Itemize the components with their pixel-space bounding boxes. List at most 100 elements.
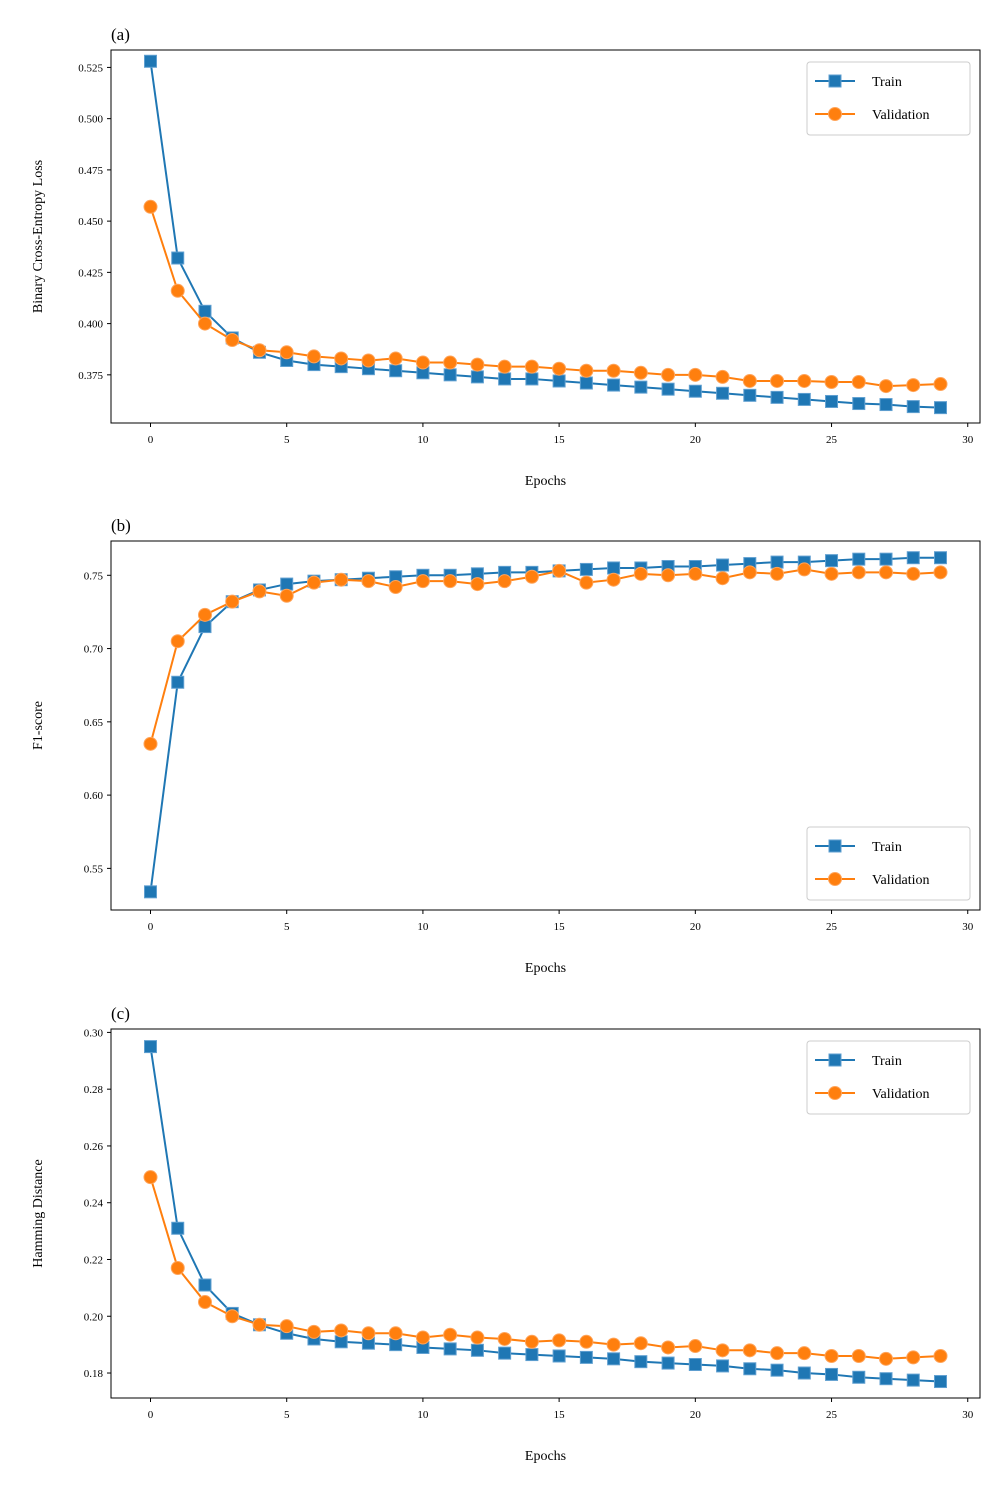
data-point	[334, 1323, 349, 1338]
legend-box	[806, 1040, 971, 1115]
data-point	[443, 1327, 458, 1342]
data-point	[197, 1295, 212, 1310]
series-validation	[143, 562, 948, 751]
data-point	[770, 1363, 784, 1377]
data-point	[443, 1342, 457, 1356]
x-tick-label: 20	[690, 921, 702, 933]
data-point	[552, 374, 566, 388]
data-point	[797, 1366, 811, 1380]
panel-label: (b)	[111, 516, 131, 535]
data-point	[279, 345, 294, 360]
data-point	[306, 1324, 321, 1339]
x-tick-label: 5	[284, 434, 290, 446]
data-point	[825, 554, 839, 568]
data-point	[225, 1309, 240, 1324]
x-tick-label: 10	[417, 921, 429, 933]
data-point	[579, 363, 594, 378]
data-point	[388, 351, 403, 366]
data-point	[198, 620, 212, 634]
legend-marker	[828, 1053, 842, 1067]
data-point	[334, 572, 349, 587]
data-point	[715, 369, 730, 384]
legend-label: Train	[872, 840, 902, 855]
panel-a: (a) 0 5 10 15 20 25 30 0.375 0.400 0.425 0.450 0.475…	[31, 25, 981, 489]
data-point	[824, 566, 839, 581]
data-point	[770, 390, 784, 404]
legend-label: Validation	[872, 108, 930, 123]
data-point	[497, 574, 512, 589]
data-point	[170, 1260, 185, 1275]
y-tick-label: 0.450	[78, 216, 103, 228]
data-point	[252, 343, 267, 358]
data-point	[306, 575, 321, 590]
data-point	[742, 565, 757, 580]
data-point	[143, 199, 158, 214]
data-point	[524, 569, 539, 584]
data-point	[661, 382, 675, 396]
y-tick-label: 0.60	[84, 790, 104, 802]
data-point	[906, 378, 921, 393]
data-point	[716, 558, 730, 572]
x-tick-label: 25	[826, 1409, 838, 1421]
x-axis-label: Epochs	[525, 474, 566, 489]
legend-label: Train	[872, 1054, 902, 1069]
data-point	[688, 566, 703, 581]
data-point	[825, 394, 839, 408]
y-tick-label: 0.500	[78, 114, 103, 126]
data-point	[743, 388, 757, 402]
x-axis-label: Epochs	[525, 1449, 566, 1464]
data-point	[851, 1348, 866, 1363]
legend-marker	[828, 107, 842, 121]
data-point	[797, 392, 811, 406]
data-point	[879, 1372, 893, 1386]
legend: Train Validation	[806, 1040, 971, 1115]
x-tick-label: 15	[554, 434, 566, 446]
data-point	[606, 1337, 621, 1352]
data-point	[906, 1350, 921, 1365]
x-tick-label: 5	[284, 921, 290, 933]
data-point	[824, 375, 839, 390]
data-point	[715, 1343, 730, 1358]
data-point	[852, 397, 866, 411]
data-point	[688, 384, 702, 398]
data-point	[497, 1331, 512, 1346]
y-tick-label: 0.425	[78, 267, 103, 279]
data-point	[879, 398, 893, 412]
y-axis-label: F1-score	[31, 701, 46, 750]
data-point	[933, 565, 948, 580]
y-tick-label: 0.70	[84, 644, 104, 656]
data-point	[334, 1335, 348, 1349]
data-point	[851, 375, 866, 390]
data-point	[497, 359, 512, 374]
y-tick-label: 0.475	[78, 165, 103, 177]
data-point	[470, 1330, 485, 1345]
x-tick-label: 25	[826, 434, 838, 446]
data-point	[415, 355, 430, 370]
data-point	[143, 1170, 158, 1185]
series-validation	[143, 1170, 948, 1366]
data-point	[688, 1339, 703, 1354]
data-point	[252, 584, 267, 599]
data-point	[144, 1040, 157, 1054]
data-point	[170, 283, 185, 298]
legend-marker	[828, 872, 842, 886]
data-point	[443, 368, 457, 382]
data-point	[470, 1343, 484, 1357]
data-point	[443, 355, 458, 370]
panel-label: (a)	[111, 25, 130, 44]
legend-label: Train	[872, 75, 902, 90]
data-point	[525, 372, 539, 386]
axes-frame	[110, 49, 981, 424]
axes-frame	[110, 1028, 981, 1399]
x-tick-label: 30	[962, 434, 974, 446]
y-tick-label: 0.75	[84, 570, 104, 582]
data-point	[797, 373, 812, 388]
data-point	[443, 574, 458, 589]
y-tick-label: 0.24	[84, 1198, 104, 1210]
data-point	[607, 378, 621, 392]
data-point	[770, 555, 784, 569]
data-point	[415, 1330, 430, 1345]
data-point	[388, 1326, 403, 1341]
data-point	[661, 568, 676, 583]
